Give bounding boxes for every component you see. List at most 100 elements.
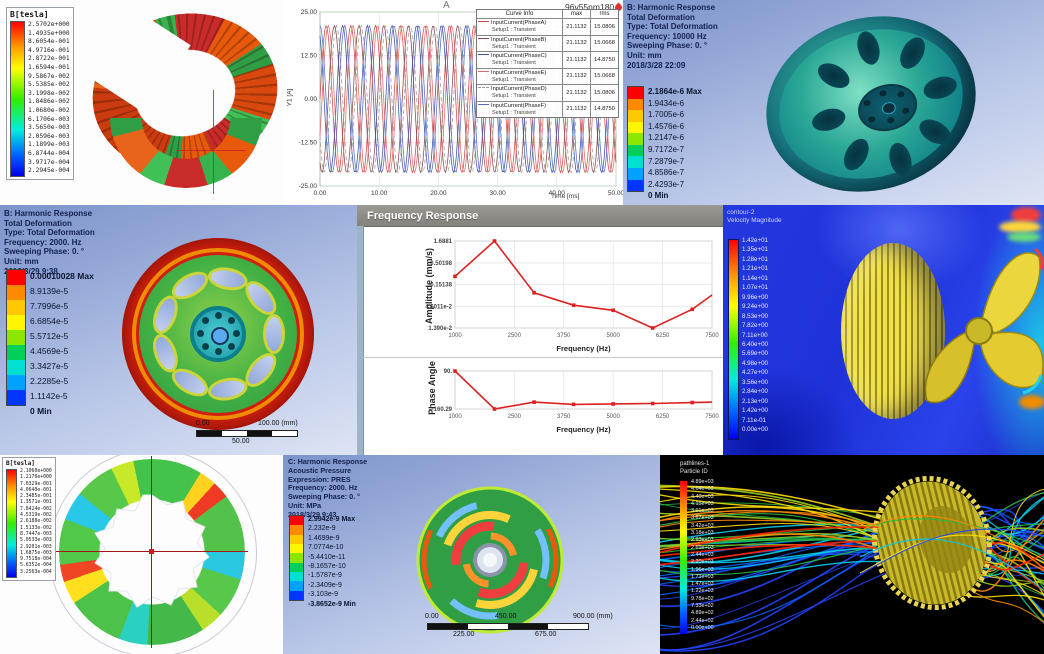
svg-text:3750: 3750: [557, 333, 571, 339]
svg-text:5000: 5000: [606, 414, 620, 420]
legend-value: 4.40e+03: [691, 493, 714, 500]
wheel-hole: [895, 33, 931, 74]
scale-bar: [196, 430, 298, 437]
header-line: B: Harmonic Response: [4, 209, 93, 218]
window-title: Frequency Response: [367, 209, 479, 222]
header-line: 2018/3/29 9:43: [288, 509, 337, 519]
legend-value: 9.96e+00: [742, 293, 768, 301]
legend-title-line: Velocity Magnitude: [727, 217, 782, 224]
scale-label: 450.00: [495, 613, 517, 620]
legend-color-band: [290, 571, 303, 582]
color-scale-bar: [10, 21, 25, 177]
legend-value: 6.8744e-004: [28, 149, 70, 157]
scale-label: 50.00: [232, 438, 250, 445]
legend-color-band: [290, 516, 303, 526]
measure-line-vertical: [213, 90, 214, 194]
legend-color-band: [628, 167, 643, 180]
legend-value: 7.33e+02: [691, 603, 714, 610]
scale-bar: [427, 623, 589, 630]
scale-label: 100.00 (mm): [258, 420, 298, 427]
legend-value: 1.42e+00: [742, 407, 768, 415]
legend-value: -2.3409e-9: [308, 581, 342, 589]
legend-value: 1.2170e+000: [20, 475, 52, 481]
legend-value: 6.1706e-003: [28, 115, 70, 123]
svg-text:-25.00: -25.00: [299, 183, 318, 190]
legend-value: 0.00e+00: [742, 426, 768, 434]
legend-value: 2.84e+00: [742, 388, 768, 396]
legend-color-band: [7, 285, 25, 300]
header-line: Type: Total Deformation: [627, 22, 718, 32]
legend-color-band: [628, 144, 643, 157]
legend-color-band: [7, 375, 25, 390]
panel-harmonic-2000: B: Harmonic Response Total Deformation Typ…: [0, 205, 357, 455]
legend-values: 2.5702e+000 1.4935e+000 8.6054e-001 4.9716e…: [28, 21, 70, 177]
contour-patch-yellow: [999, 221, 1041, 233]
legend-value: 2.6188e-002: [20, 519, 52, 525]
panel-pathlines: pathlines-1 Particle ID 4.89e+03 4.64e+03 4…: [660, 455, 1044, 654]
legend-value: 2.2945e-004: [28, 167, 70, 175]
waveform-InputCurrent(PhaseB): [319, 24, 617, 174]
phase-axis-label: Phase Angle: [427, 361, 437, 415]
svg-text:1.6881: 1.6881: [434, 239, 453, 245]
legend-color-band: [628, 179, 643, 192]
curve-value: 21.1132: [562, 85, 590, 101]
header-line: Sweeping Phase: 0. °: [4, 247, 85, 257]
legend-value: 5.5385e-002: [28, 81, 70, 89]
legend-value: 1.42e+01: [742, 237, 768, 244]
legend-color-band: [7, 345, 25, 360]
data-marker: [650, 401, 655, 406]
series-line-sample: [478, 103, 489, 105]
header-line: 2018/3/28 22:09: [627, 60, 686, 70]
svg-text:0.00: 0.00: [304, 96, 317, 103]
wheel-hub: [852, 77, 923, 138]
curve-table-header: rms: [590, 10, 618, 18]
legend-value: 9.7518e-004: [20, 557, 52, 563]
legend-title-line: pathlines-1: [680, 461, 710, 467]
curve-value: 15.0806: [590, 19, 618, 35]
header-line: Type: Total Deformation: [4, 228, 95, 238]
legend-value: 1.21e+01: [742, 265, 768, 273]
legend-value: 3.18e+03: [691, 530, 714, 537]
svg-text:7500: 7500: [705, 333, 719, 339]
svg-text:1000: 1000: [448, 333, 462, 339]
legend-value: 0.00010028 Max: [30, 271, 94, 281]
legend-values: 2.9942e-9 Max 2.232e-9 1.4699e-9 7.0774e-10…: [308, 515, 356, 609]
x-axis-label: Time [ms]: [551, 193, 580, 200]
flux-legend: B[tesla] 2.5702e+000 1.4935e+000 8.6054e-0…: [6, 7, 74, 180]
legend-value: 1.22e+03: [691, 588, 714, 595]
legend-value: 6.40e+00: [742, 340, 768, 348]
contour-patch-orange: [1019, 395, 1044, 409]
result-header: C: Harmonic Response Acoustic Pressure Exp…: [288, 457, 367, 520]
header-line: Frequency: 10000 Hz: [627, 31, 707, 41]
data-marker: [492, 239, 497, 243]
window-titlebar[interactable]: Frequency Response: [357, 205, 723, 227]
series-line-sample: [478, 37, 489, 39]
scale-label: 675.00: [535, 631, 557, 638]
legend-value: 2.5702e+000: [28, 21, 70, 28]
legend-color-band: [7, 315, 25, 330]
legend-value: 1.35e+01: [742, 246, 768, 254]
legend-value: 2.4293e-7: [648, 179, 685, 189]
legend-values: 1.42e+01 1.35e+01 1.28e+01 1.21e+01 1.14e+01…: [742, 236, 768, 435]
curve-table-header: max: [562, 10, 590, 18]
legend-value: 7.2879e-7: [648, 156, 685, 166]
legend-title: B[tesla]: [6, 460, 35, 467]
data-marker: [650, 326, 655, 330]
legend-color-band: [7, 330, 25, 345]
curve-row: InputCurrent(PhaseA) Setup1 : Transient 21…: [477, 18, 618, 35]
wheel-hole: [853, 28, 884, 68]
legend-value: 4.89e+03: [691, 479, 714, 485]
wheel-hole: [206, 374, 250, 404]
wheel-inner-ring: [132, 248, 304, 420]
legend-value: 4.5319e-002: [20, 513, 52, 519]
series-line-sample: [478, 87, 489, 88]
header-line: Total Deformation: [4, 218, 72, 228]
legend-values: 2.1060e+000 1.2170e+000 7.0329e-001 4.0640e…: [20, 469, 52, 578]
legend-color-band: [628, 156, 643, 168]
legend-value: 4.4569e-5: [30, 346, 69, 356]
panel-acoustic: C: Harmonic Response Acoustic Pressure Exp…: [283, 455, 660, 654]
svg-text:0.00: 0.00: [314, 190, 327, 197]
legend-color-band: [628, 87, 643, 99]
legend-value: 1.07e+01: [742, 284, 768, 292]
fan-blades: [924, 247, 1044, 404]
